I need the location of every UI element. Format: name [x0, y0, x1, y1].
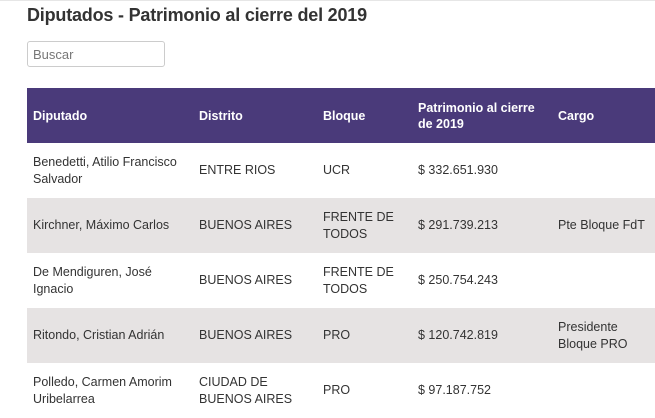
cell-bloque: PRO [317, 308, 412, 363]
cell-distrito: ENTRE RIOS [193, 143, 317, 198]
cell-diputado: De Mendiguren, José Ignacio [27, 253, 193, 308]
search-input[interactable] [27, 41, 165, 67]
cell-cargo: Pte Bloque FdT [552, 198, 655, 253]
cell-diputado: Ritondo, Cristian Adrián [27, 308, 193, 363]
column-header-distrito[interactable]: Distrito [193, 88, 317, 143]
patrimonio-table: Diputado Distrito Bloque Patrimonio al c… [27, 88, 655, 418]
cell-diputado: Polledo, Carmen Amorim Uribelarrea [27, 363, 193, 418]
cell-patrimonio: $ 332.651.930 [412, 143, 552, 198]
table-row: Ritondo, Cristian Adrián BUENOS AIRES PR… [27, 308, 655, 363]
top-divider [0, 0, 655, 1]
table-header-row: Diputado Distrito Bloque Patrimonio al c… [27, 88, 655, 143]
cell-diputado: Kirchner, Máximo Carlos [27, 198, 193, 253]
cell-patrimonio: $ 250.754.243 [412, 253, 552, 308]
cell-cargo [552, 253, 655, 308]
cell-cargo [552, 143, 655, 198]
cell-patrimonio: $ 120.742.819 [412, 308, 552, 363]
column-header-cargo[interactable]: Cargo [552, 88, 655, 143]
cell-bloque: FRENTE DE TODOS [317, 253, 412, 308]
cell-bloque: UCR [317, 143, 412, 198]
cell-bloque: PRO [317, 363, 412, 418]
column-header-diputado[interactable]: Diputado [27, 88, 193, 143]
cell-distrito: BUENOS AIRES [193, 198, 317, 253]
column-header-bloque[interactable]: Bloque [317, 88, 412, 143]
cell-distrito: BUENOS AIRES [193, 308, 317, 363]
cell-cargo [552, 363, 655, 418]
page-title: Diputados - Patrimonio al cierre del 201… [27, 5, 367, 25]
cell-cargo: Presidente Bloque PRO [552, 308, 655, 363]
table-row: De Mendiguren, José Ignacio BUENOS AIRES… [27, 253, 655, 308]
cell-patrimonio: $ 291.739.213 [412, 198, 552, 253]
cell-diputado: Benedetti, Atilio Francisco Salvador [27, 143, 193, 198]
table-row: Benedetti, Atilio Francisco Salvador ENT… [27, 143, 655, 198]
column-header-patrimonio[interactable]: Patrimonio al cierre de 2019 [412, 88, 552, 143]
cell-distrito: BUENOS AIRES [193, 253, 317, 308]
cell-bloque: FRENTE DE TODOS [317, 198, 412, 253]
cell-distrito: CIUDAD DE BUENOS AIRES [193, 363, 317, 418]
table-row: Polledo, Carmen Amorim Uribelarrea CIUDA… [27, 363, 655, 418]
table-row: Kirchner, Máximo Carlos BUENOS AIRES FRE… [27, 198, 655, 253]
cell-patrimonio: $ 97.187.752 [412, 363, 552, 418]
